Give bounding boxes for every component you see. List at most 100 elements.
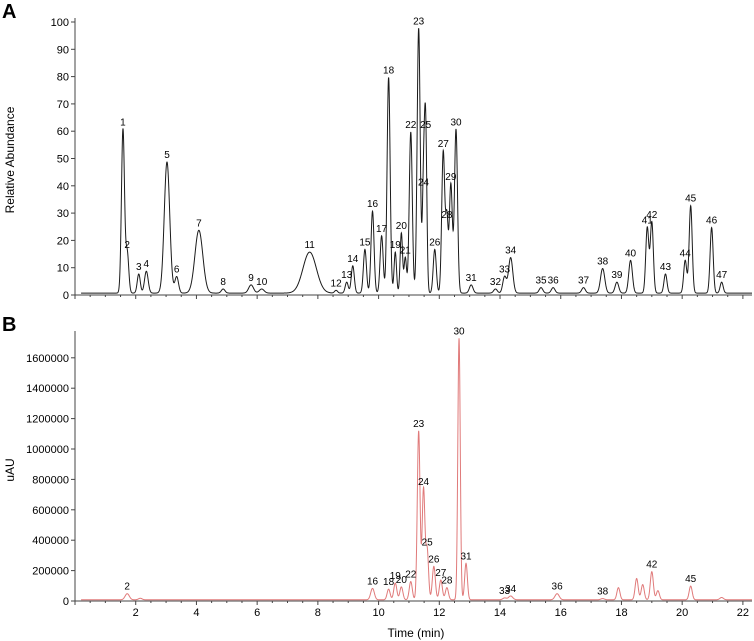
panel-label-a: A <box>2 1 16 23</box>
peak-label: 5 <box>164 150 170 161</box>
peak-label: 6 <box>174 265 180 276</box>
peak-label: 19 <box>390 571 402 582</box>
peak-label: 2 <box>124 582 130 593</box>
y-tick-label: 100 <box>51 17 69 29</box>
peak-label: 43 <box>660 262 672 273</box>
peak-label: 32 <box>490 277 502 288</box>
peak-label: 47 <box>716 270 728 281</box>
peak-label: 44 <box>680 248 692 259</box>
y-tick-label: 800000 <box>32 474 69 486</box>
peak-label: 24 <box>418 177 430 188</box>
y-tick-label: 80 <box>57 72 69 84</box>
x-tick-label: 6 <box>254 607 260 619</box>
x-tick-label: 12 <box>433 607 445 619</box>
peak-label: 41 <box>642 216 654 227</box>
peak-label: 39 <box>611 270 623 281</box>
peak-label: 45 <box>685 194 697 205</box>
peak-label: 23 <box>413 16 425 27</box>
panel-b-y-axis-label: uAU <box>3 458 17 481</box>
y-tick-label: 400000 <box>32 535 69 547</box>
peak-label: 26 <box>429 237 441 248</box>
peak-label: 40 <box>625 248 637 259</box>
y-tick-label: 200000 <box>32 566 69 578</box>
peak-label: 36 <box>548 276 560 287</box>
peak-label: 23 <box>413 419 425 430</box>
peak-label: 38 <box>597 257 609 268</box>
x-tick-label: 22 <box>737 607 749 619</box>
peak-label: 21 <box>400 246 412 257</box>
y-tick-label: 1000000 <box>26 444 69 456</box>
peak-label: 2 <box>124 240 130 251</box>
panel-label-b: B <box>2 314 16 336</box>
x-tick-label: 2 <box>133 607 139 619</box>
peak-label: 1 <box>120 117 126 128</box>
x-tick-label: 4 <box>193 607 199 619</box>
x-tick-label: 14 <box>494 607 506 619</box>
chromatogram-trace <box>81 338 752 601</box>
y-tick-label: 90 <box>57 44 69 56</box>
peak-label: 25 <box>422 538 434 549</box>
peak-label: 37 <box>578 276 590 287</box>
peak-label: 33 <box>499 265 511 276</box>
peak-label: 22 <box>405 570 417 581</box>
peak-label: 18 <box>383 65 395 76</box>
y-tick-label: 1400000 <box>26 383 69 395</box>
y-tick-label: 10 <box>57 263 69 275</box>
x-tick-label: 8 <box>315 607 321 619</box>
y-tick-label: 600000 <box>32 505 69 517</box>
peak-label: 11 <box>304 240 315 251</box>
y-tick-label: 30 <box>57 208 69 220</box>
peak-label: 27 <box>435 568 447 579</box>
peak-label: 33 <box>499 586 511 597</box>
peak-label: 16 <box>367 576 379 587</box>
peak-label: 10 <box>256 277 268 288</box>
y-tick-label: 40 <box>57 181 69 193</box>
peak-label: 7 <box>196 218 202 229</box>
y-tick-label: 0 <box>63 290 69 302</box>
peak-label: 34 <box>505 584 517 595</box>
peak-label: 36 <box>552 582 564 593</box>
peak-label: 28 <box>441 576 453 587</box>
peak-label: 24 <box>418 477 430 488</box>
peak-label: 13 <box>341 270 353 281</box>
peak-label: 9 <box>248 273 254 284</box>
peak-label: 46 <box>706 216 718 227</box>
panel-b-x-axis-label: Time (min) <box>388 626 445 640</box>
peak-label: 19 <box>390 240 402 251</box>
peak-label: 30 <box>450 117 462 128</box>
peak-label: 22 <box>405 120 417 131</box>
peak-label: 17 <box>376 224 388 235</box>
y-tick-label: 1600000 <box>26 353 69 365</box>
peak-label: 42 <box>646 210 658 221</box>
peak-label: 45 <box>685 574 697 585</box>
peak-label: 34 <box>505 246 517 257</box>
y-tick-label: 60 <box>57 126 69 138</box>
y-tick-label: 1200000 <box>26 414 69 426</box>
peak-label: 30 <box>453 326 465 337</box>
x-tick-label: 20 <box>676 607 688 619</box>
y-tick-label: 20 <box>57 235 69 247</box>
peak-label: 12 <box>331 278 343 289</box>
peak-label: 25 <box>420 120 432 131</box>
y-tick-label: 50 <box>57 154 69 166</box>
peak-label: 38 <box>597 587 609 598</box>
peak-label: 27 <box>438 139 450 150</box>
peak-label: 20 <box>396 221 408 232</box>
peak-label: 14 <box>347 254 359 265</box>
peak-label: 42 <box>646 560 658 571</box>
panel-b-chart: uAU Time (min) 0 200000 400000 600000 800000… <box>3 326 752 640</box>
peak-label: 28 <box>441 210 453 221</box>
peak-label: 26 <box>428 554 440 565</box>
panel-a-y-axis-label: Relative Abundance <box>3 106 17 213</box>
peak-label: 16 <box>367 199 379 210</box>
peak-label: 35 <box>535 276 547 287</box>
x-tick-label: 18 <box>615 607 627 619</box>
panel-a-chart: Relative Abundance 0 10 20 30 40 50 60 70 80 90 10… <box>3 16 752 302</box>
peak-label: 8 <box>220 277 226 288</box>
peak-label: 31 <box>466 273 478 284</box>
y-tick-label: 0 <box>63 596 69 608</box>
peak-label: 15 <box>359 237 371 248</box>
x-tick-label: 16 <box>555 607 567 619</box>
peak-label: 18 <box>383 577 395 588</box>
